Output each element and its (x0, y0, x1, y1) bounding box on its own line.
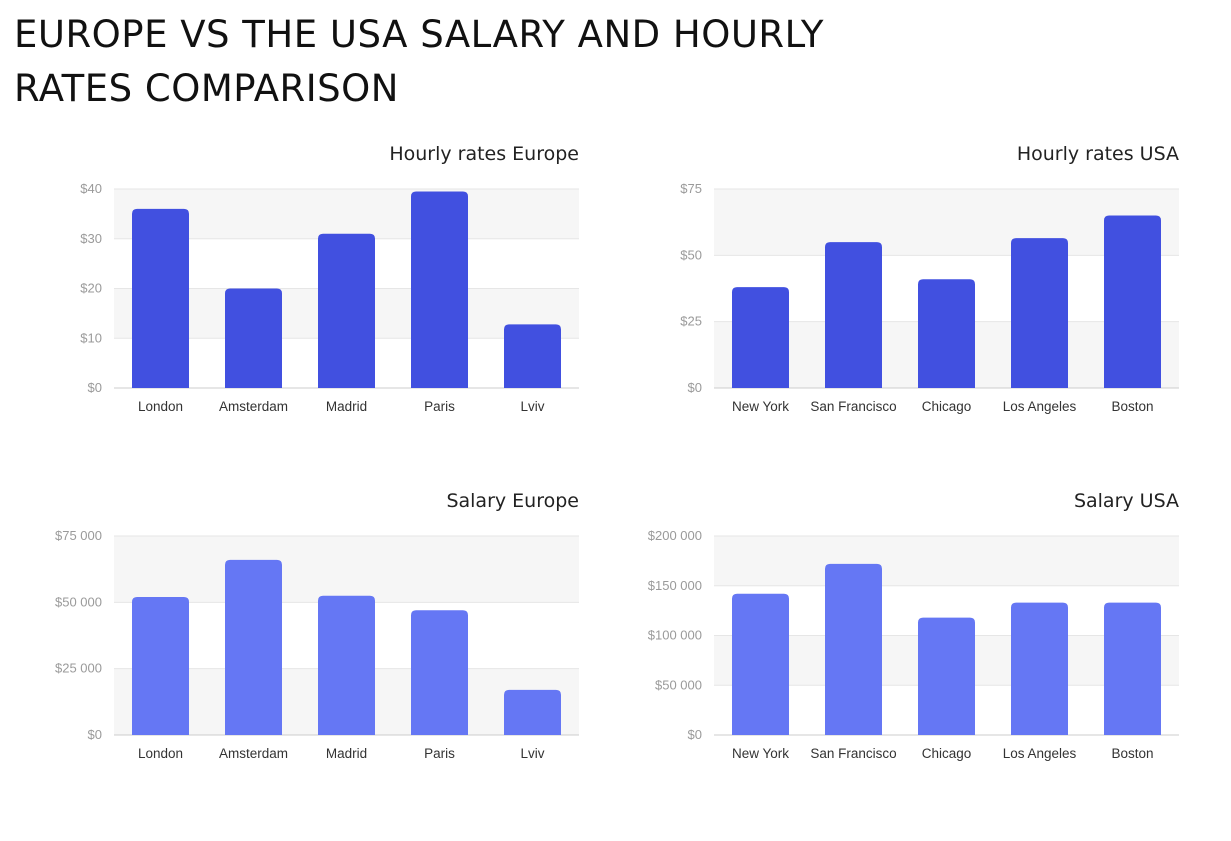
bar-madrid (318, 595, 375, 735)
bar-new-york (732, 593, 789, 735)
x-tick-label-paris: Paris (424, 746, 455, 761)
x-tick-label-lviv: Lviv (520, 399, 544, 414)
grid-band (714, 536, 1179, 586)
x-tick-label-london: London (138, 746, 183, 761)
x-tick-label-los-angeles: Los Angeles (1003, 399, 1077, 414)
y-tick-label: $0 (88, 727, 102, 742)
y-tick-label: $10 (80, 330, 102, 345)
y-tick-label: $150 000 (648, 578, 702, 593)
y-tick-label: $75 (680, 181, 702, 196)
bar-san-francisco (825, 242, 882, 388)
y-tick-label: $0 (88, 380, 102, 395)
bar-amsterdam (225, 288, 282, 388)
grid-band (714, 189, 1179, 256)
x-tick-label-chicago: Chicago (922, 399, 972, 414)
x-tick-label-san-francisco: San Francisco (810, 746, 896, 761)
x-tick-label-madrid: Madrid (326, 746, 367, 761)
y-tick-label: $25 000 (55, 661, 102, 676)
chart-svg: $0 $25 $50 $75 Hourly rates USA New York San F… (680, 143, 1179, 414)
bar-amsterdam (225, 559, 282, 735)
grid-band (114, 189, 579, 239)
y-tick-label: $50 000 (55, 594, 102, 609)
chart-salary-usa: $0 $50 000 $100 000 $150 000 $200 000 Salary … (600, 482, 1200, 782)
y-tick-label: $0 (688, 380, 702, 395)
y-tick-label: $75 000 (55, 528, 102, 543)
bar-chicago (918, 279, 975, 388)
y-tick-label: $50 000 (655, 677, 702, 692)
bar-paris (411, 610, 468, 735)
bar-boston (1104, 602, 1161, 735)
page-title-line-2: RATES COMPARISON (14, 67, 399, 110)
y-tick-label: $200 000 (648, 528, 702, 543)
x-tick-label-los-angeles: Los Angeles (1003, 746, 1077, 761)
bar-san-francisco (825, 563, 882, 735)
x-tick-label-new-york: New York (732, 399, 789, 414)
x-tick-label-chicago: Chicago (922, 746, 972, 761)
bar-chicago (918, 617, 975, 735)
page-title: EUROPE VS THE USA SALARY AND HOURLY RATE… (14, 8, 824, 116)
chart-svg: $0 $10 $20 $30 $40 Hourly rates Europe London A… (80, 143, 579, 414)
chart-title: Salary USA (1074, 490, 1179, 512)
bar-paris (411, 191, 468, 388)
x-tick-label-boston: Boston (1111, 399, 1153, 414)
chart-svg: $0 $50 000 $100 000 $150 000 $200 000 Salary … (648, 490, 1179, 761)
x-tick-label-madrid: Madrid (326, 399, 367, 414)
bar-lviv (504, 324, 561, 388)
bar-los-angeles (1011, 602, 1068, 735)
bar-los-angeles (1011, 238, 1068, 388)
chart-title: Salary Europe (446, 490, 579, 512)
bar-london (132, 208, 189, 388)
chart-title: Hourly rates Europe (389, 143, 579, 165)
chart-hourly-rates-usa: $0 $25 $50 $75 Hourly rates USA New York San F… (600, 135, 1200, 435)
y-tick-label: $50 (680, 247, 702, 262)
x-tick-label-san-francisco: San Francisco (810, 399, 896, 414)
y-tick-label: $40 (80, 181, 102, 196)
chart-svg: $0 $25 000 $50 000 $75 000 Salary Europe Lond… (55, 490, 579, 761)
y-tick-label: $0 (688, 727, 702, 742)
x-tick-label-new-york: New York (732, 746, 789, 761)
bar-madrid (318, 233, 375, 388)
chart-hourly-rates-europe: $0 $10 $20 $30 $40 Hourly rates Europe London A… (0, 135, 600, 435)
x-tick-label-paris: Paris (424, 399, 455, 414)
bar-lviv (504, 689, 561, 735)
grid-band (114, 536, 579, 603)
x-tick-label-london: London (138, 399, 183, 414)
y-tick-label: $30 (80, 231, 102, 246)
x-tick-label-boston: Boston (1111, 746, 1153, 761)
chart-salary-europe: $0 $25 000 $50 000 $75 000 Salary Europe Lond… (0, 482, 600, 782)
x-tick-label-amsterdam: Amsterdam (219, 399, 288, 414)
y-tick-label: $25 (680, 314, 702, 329)
page-title-line-1: EUROPE VS THE USA SALARY AND HOURLY (14, 13, 824, 56)
x-tick-label-amsterdam: Amsterdam (219, 746, 288, 761)
y-tick-label: $100 000 (648, 628, 702, 643)
x-tick-label-lviv: Lviv (520, 746, 544, 761)
bar-london (132, 597, 189, 735)
bar-boston (1104, 215, 1161, 388)
y-tick-label: $20 (80, 281, 102, 296)
chart-title: Hourly rates USA (1017, 143, 1179, 165)
bar-new-york (732, 287, 789, 388)
